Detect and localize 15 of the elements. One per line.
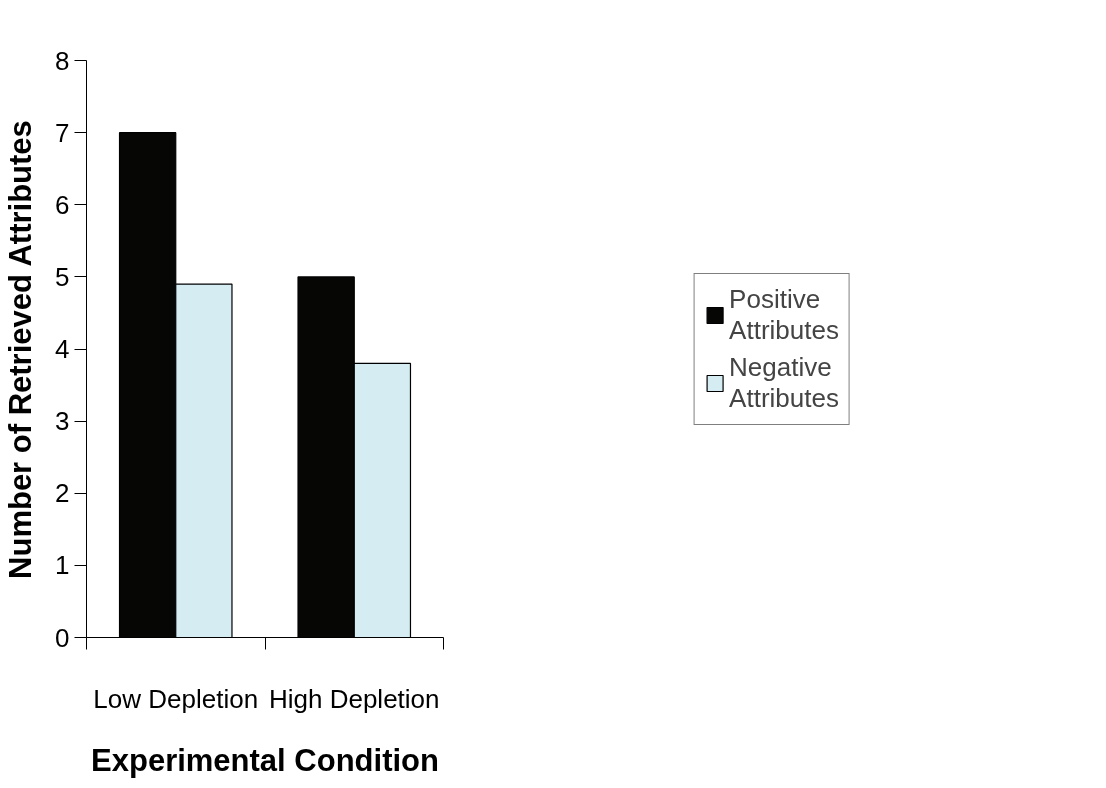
legend-label: Positive Attributes (729, 283, 839, 346)
y-axis-title: Number of Retrieved Attributes (3, 120, 39, 579)
x-tick-label: High Depletion (268, 683, 440, 714)
x-axis-title: Experimental Condition (91, 742, 439, 778)
y-tick-label: 6 (55, 189, 70, 220)
y-tick-label: 2 (55, 478, 70, 509)
y-tick-label: 5 (55, 261, 70, 292)
y-tick-label: 3 (55, 406, 70, 437)
y-tick-label: 4 (55, 334, 70, 364)
y-tick-label: 8 (55, 45, 70, 76)
x-tick-label: Low Depletion (93, 683, 259, 714)
y-tick-label: 1 (55, 550, 70, 581)
y-tick-label: 7 (55, 117, 70, 148)
y-tick-label: 0 (55, 622, 70, 653)
legend-label: Negative Attributes (729, 351, 839, 414)
